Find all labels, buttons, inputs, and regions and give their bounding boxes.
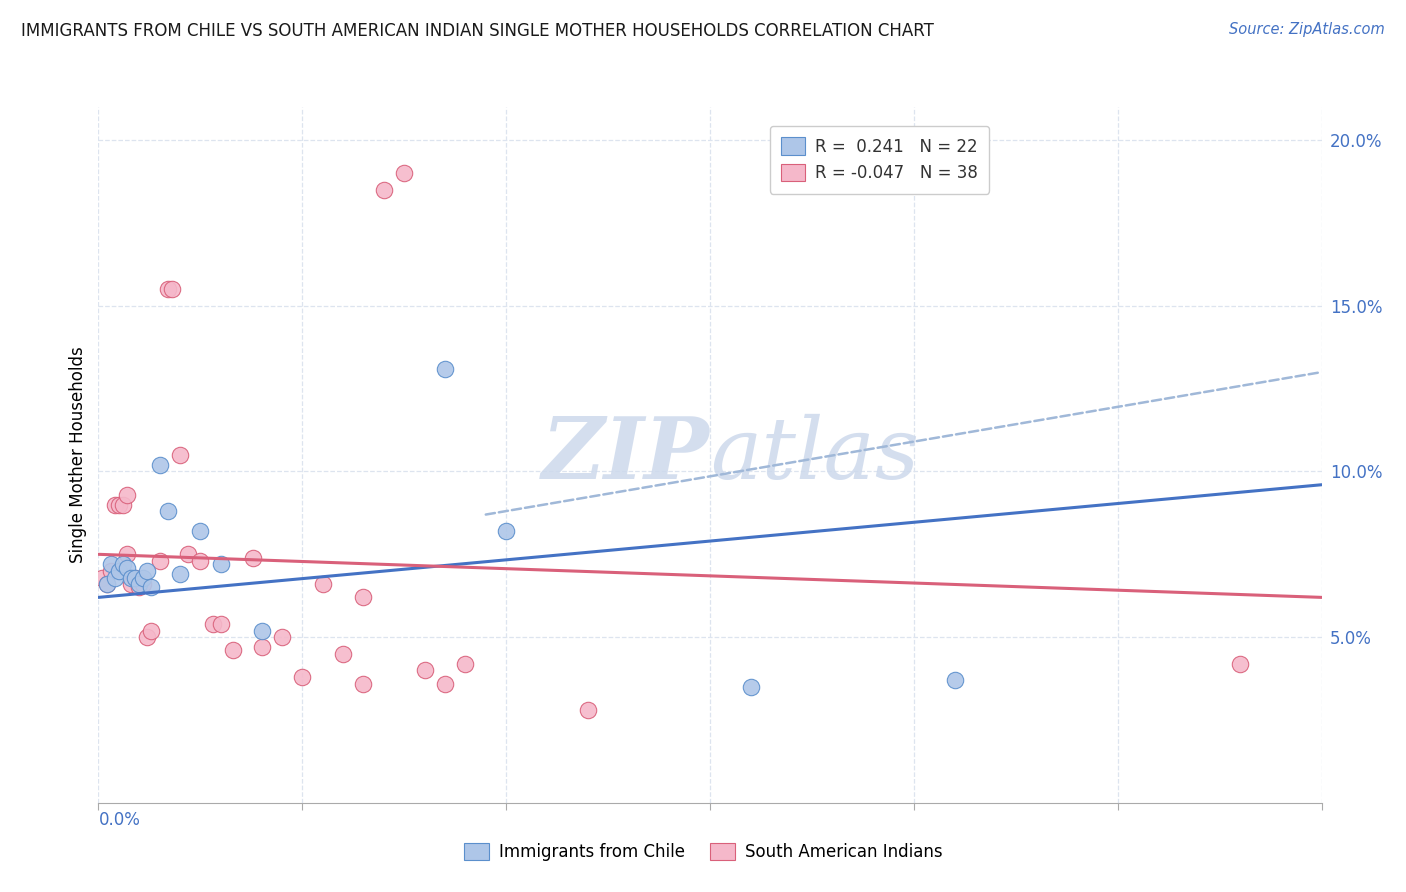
Point (96, 577, 118, 591)
Legend: Immigrants from Chile, South American Indians: Immigrants from Chile, South American In… (457, 836, 949, 868)
Point (149, 554, 172, 568)
Point (115, 488, 138, 502)
Point (141, 581, 163, 595)
Point (104, 570, 127, 584)
Text: IMMIGRANTS FROM CHILE VS SOUTH AMERICAN INDIAN SINGLE MOTHER HOUSEHOLDS CORRELAT: IMMIGRANTS FROM CHILE VS SOUTH AMERICAN … (21, 22, 934, 40)
Point (434, 361, 457, 376)
Point (242, 550, 264, 565)
Point (132, 577, 155, 591)
Point (740, 680, 762, 694)
Point (291, 670, 314, 684)
Point (434, 676, 457, 690)
Point (1229, 657, 1251, 671)
Point (201, 616, 224, 631)
Text: ZIP: ZIP (543, 413, 710, 497)
Legend: R =  0.241   N = 22, R = -0.047   N = 38: R = 0.241 N = 22, R = -0.047 N = 38 (769, 126, 990, 194)
Point (160, 282, 183, 296)
Point (128, 577, 150, 591)
Point (156, 504, 179, 518)
Point (91, 570, 114, 584)
Y-axis label: Single Mother Households: Single Mother Households (69, 347, 87, 563)
Point (96, 577, 118, 591)
Text: Source: ZipAtlas.com: Source: ZipAtlas.com (1229, 22, 1385, 37)
Point (312, 577, 335, 591)
Point (104, 498, 127, 512)
Point (108, 498, 131, 512)
Point (149, 458, 172, 472)
Point (108, 564, 131, 578)
Point (576, 703, 599, 717)
Point (111, 558, 134, 572)
Point (352, 591, 374, 605)
Point (132, 570, 155, 584)
Point (222, 643, 245, 657)
Point (250, 624, 273, 638)
Point (169, 567, 191, 582)
Point (136, 630, 159, 644)
Point (156, 282, 179, 296)
Point (124, 570, 146, 584)
Point (373, 183, 395, 197)
Point (270, 630, 294, 644)
Point (115, 560, 138, 574)
Text: atlas: atlas (710, 414, 920, 496)
Point (120, 577, 142, 591)
Point (332, 647, 354, 661)
Point (177, 547, 200, 561)
Point (209, 558, 232, 572)
Point (495, 524, 517, 538)
Point (115, 547, 138, 561)
Point (111, 498, 134, 512)
Point (100, 558, 122, 572)
Point (141, 624, 163, 638)
Point (454, 657, 477, 671)
Point (169, 448, 191, 462)
Text: 0.0%: 0.0% (98, 811, 141, 830)
Point (352, 676, 374, 690)
Point (943, 673, 966, 688)
Point (100, 564, 122, 578)
Point (209, 616, 232, 631)
Point (124, 570, 146, 584)
Point (120, 570, 142, 584)
Point (136, 564, 159, 578)
Point (128, 581, 150, 595)
Point (188, 524, 212, 538)
Point (413, 663, 436, 677)
Point (188, 554, 212, 568)
Point (250, 640, 273, 654)
Point (392, 166, 416, 180)
